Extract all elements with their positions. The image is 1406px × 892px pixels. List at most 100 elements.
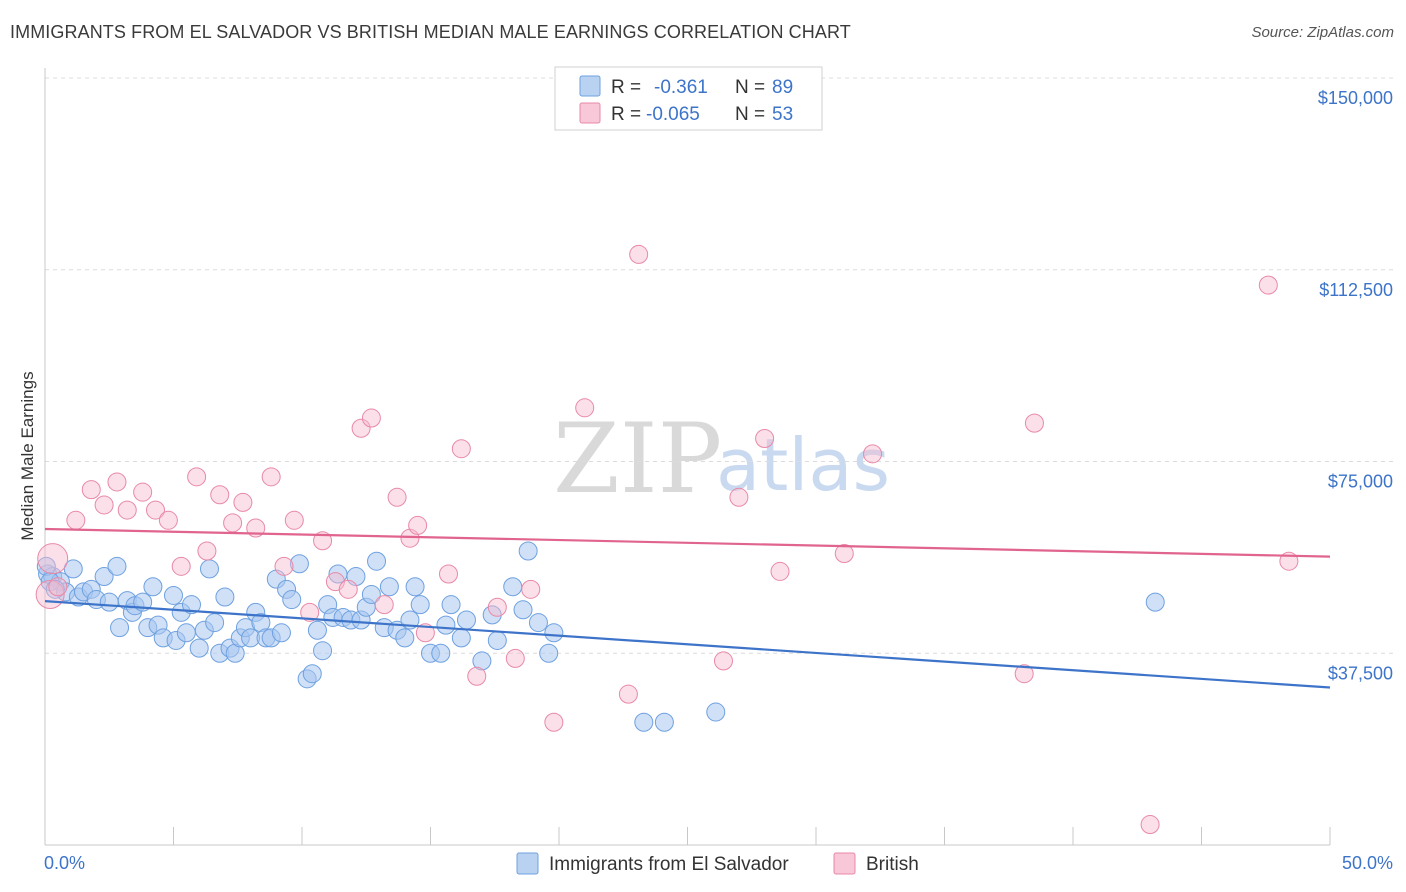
el-salvador-point-71 [451,628,471,648]
british-point-28 [387,487,407,507]
british-point-16 [233,492,253,512]
el-salvador-point-49 [313,641,333,661]
british-point-19 [274,556,294,576]
british-trend-line [44,527,1331,558]
british-point-15 [223,513,243,533]
x-tick-label-min: 0.0% [44,853,85,873]
british-point-2 [48,577,68,597]
el-salvador-point-82 [634,712,654,732]
y-axis-label: Median Male Earnings [18,371,37,540]
legend-r-value-2: -0.065 [646,104,700,125]
el-salvador-point-18 [143,577,163,597]
el-salvador-point-79 [528,613,548,633]
legend-r-label-2: R = [611,104,641,125]
british-point-25 [351,418,371,438]
british-point-26 [361,408,381,428]
el-salvador-point-10 [99,592,119,612]
british-point-18 [261,467,281,487]
el-salvador-point-85 [1145,592,1165,612]
british-point-14 [210,485,230,505]
el-salvador-point-28 [199,559,219,579]
british-point-24 [338,579,358,599]
legend-r-value-1: -0.361 [654,77,708,98]
el-salvador-point-47 [302,664,322,684]
watermark-zip: ZIP [553,403,722,515]
el-salvador-point-76 [503,577,523,597]
british-point-30 [408,515,428,535]
el-salvador-point-44 [282,590,302,610]
el-salvador-point-66 [410,595,430,615]
el-salvador-point-65 [405,577,425,597]
british-point-3 [66,510,86,530]
british-point-45 [770,561,790,581]
british-point-11 [171,556,191,576]
el-salvador-point-45 [289,554,309,574]
british-point-31 [415,623,435,643]
bottom-legend-swatch-2 [833,852,856,875]
british-point-33 [451,439,471,459]
el-salvador-point-12 [110,618,130,638]
british-point-7 [117,500,137,520]
legend: R = -0.361 N = 89 R = -0.065 N = 53 [554,66,823,131]
british-point-6 [107,472,127,492]
bottom-legend-label-2: British [866,854,919,875]
x-ticks [44,827,1331,845]
trend-lines [44,527,1331,689]
british-point-38 [544,712,564,732]
british-point-21 [300,602,320,622]
british-point-47 [863,444,883,464]
el-salvador-point-29 [205,613,225,633]
el-salvador-point-83 [654,712,674,732]
el-salvador-point-31 [215,587,235,607]
el-salvador-point-77 [513,600,533,620]
british-point-8 [133,482,153,502]
british-point-51 [1258,275,1278,295]
british-point-37 [521,579,541,599]
bottom-legend-swatch-1 [516,852,539,875]
legend-swatch-series-2 [579,102,601,124]
chart-title: IMMIGRANTS FROM EL SALVADOR VS BRITISH M… [10,22,851,42]
grid-lines [45,77,1393,654]
legend-r-label-1: R = [611,77,641,98]
british-point-35 [487,597,507,617]
british-point-44 [755,428,775,448]
el-salvador-point-80 [539,643,559,663]
el-salvador-point-9 [94,567,114,587]
el-salvador-point-42 [271,623,291,643]
british-point-10 [158,510,178,530]
british-point-42 [713,651,733,671]
british-point-43 [729,487,749,507]
el-salvador-point-72 [456,610,476,630]
y-tick-label-2: $112,500 [1319,280,1393,300]
legend-n-label-1: N = [735,77,765,98]
british-point-46 [834,544,854,564]
british-point-34 [467,666,487,686]
el-salvador-point-58 [361,584,381,604]
british-point-48 [1014,664,1034,684]
bottom-legend: Immigrants from El Salvador British [516,852,919,875]
el-salvador-point-70 [441,595,461,615]
data-points [35,244,1299,835]
el-salvador-point-68 [431,643,451,663]
el-salvador-point-75 [487,630,507,650]
el-salvador-point-21 [164,585,183,605]
y-tick-labels: $37,500 $75,000 $112,500 $150,000 [1318,88,1393,683]
el-salvador-point-84 [706,702,726,722]
legend-swatch-series-1 [579,75,601,97]
british-point-22 [313,531,333,551]
y-tick-label-1: $75,000 [1328,472,1393,492]
british-point-0 [37,543,69,575]
british-point-5 [94,495,114,515]
bottom-legend-label-1: Immigrants from El Salvador [549,854,789,875]
y-tick-label-3: $150,000 [1318,88,1393,108]
british-point-4 [81,480,101,500]
british-point-32 [438,564,458,584]
british-point-39 [575,398,595,418]
x-tick-label-max: 50.0% [1342,853,1393,873]
el-salvador-point-11 [107,556,127,576]
el-salvador-trend-line [44,599,1331,689]
watermark-atlas: atlas [716,423,890,507]
british-point-13 [197,541,217,561]
british-point-9 [146,500,166,520]
